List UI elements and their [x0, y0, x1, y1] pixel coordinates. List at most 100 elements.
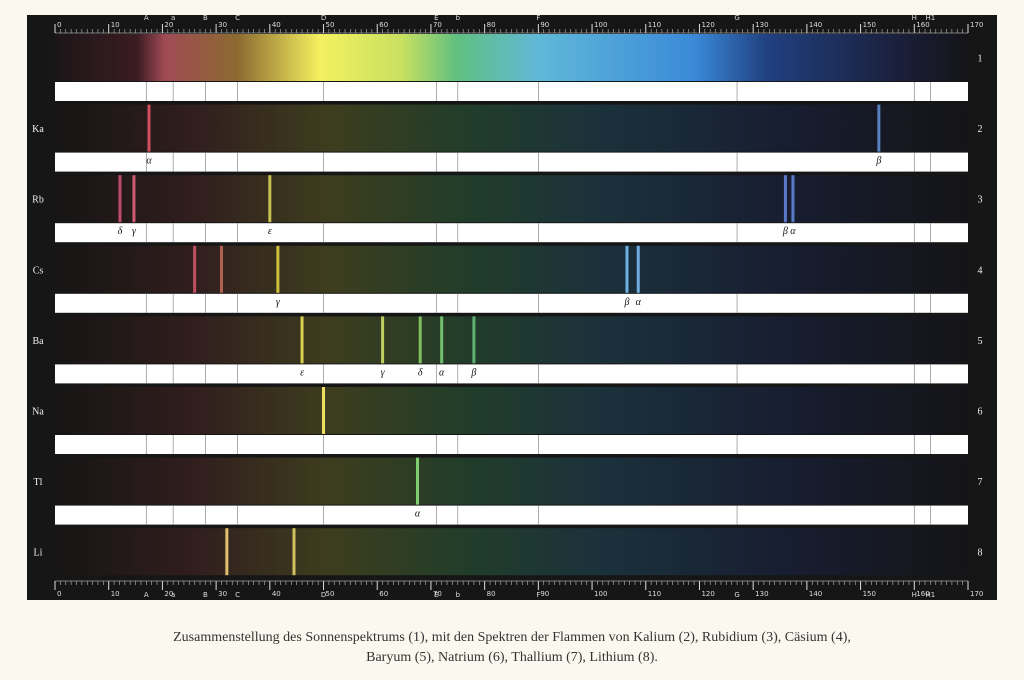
element-label: Na — [32, 407, 44, 418]
fraunhofer-label: H1 — [926, 591, 936, 599]
scale-band — [55, 505, 968, 525]
spectral-line — [783, 175, 787, 223]
row-number: 2 — [978, 124, 983, 135]
fraunhofer-label: C — [235, 14, 240, 22]
scale-band — [55, 223, 968, 243]
spectral-line — [219, 245, 223, 293]
spectral-line — [193, 245, 197, 293]
tick-label: 140 — [809, 590, 822, 598]
spectral-line — [118, 175, 122, 223]
tick-label: 130 — [755, 590, 768, 598]
tick-label: 50 — [326, 590, 335, 598]
spectral-line — [322, 387, 326, 434]
tick-label: 110 — [648, 21, 661, 29]
row-number: 3 — [978, 195, 983, 206]
tick-label: 170 — [970, 21, 983, 29]
tick-label: 160 — [916, 590, 929, 598]
fraunhofer-label: D — [321, 14, 326, 22]
spectrum — [55, 387, 968, 434]
tick-label: 100 — [594, 590, 607, 598]
spectral-line — [300, 316, 304, 364]
fraunhofer-label: b — [456, 14, 461, 22]
fraunhofer-label: G — [734, 14, 739, 22]
spectral-line — [268, 175, 272, 223]
fraunhofer-label: E — [434, 14, 438, 22]
spectral-line — [132, 175, 136, 223]
fraunhofer-label: H — [912, 14, 917, 22]
spectral-line — [472, 316, 476, 364]
spectral-line — [276, 245, 280, 293]
spectral-line — [381, 316, 385, 364]
spectrum — [55, 528, 968, 576]
spectral-line — [625, 245, 629, 293]
fraunhofer-label: H1 — [926, 14, 936, 22]
tick-label: 50 — [326, 21, 335, 29]
fraunhofer-label: a — [171, 591, 175, 599]
element-label: Rb — [32, 195, 44, 206]
fraunhofer-label: A — [144, 14, 149, 22]
fraunhofer-label: G — [734, 591, 739, 599]
spectral-line — [292, 528, 296, 576]
line-label: γ — [276, 297, 281, 308]
tick-label: 10 — [111, 590, 120, 598]
tick-label: 40 — [272, 21, 281, 29]
row-number: 5 — [978, 336, 983, 347]
tick-label: 20 — [164, 590, 173, 598]
fraunhofer-label: b — [456, 591, 461, 599]
tick-label: 160 — [916, 21, 929, 29]
tick-label: 90 — [540, 590, 549, 598]
tick-label: 10 — [111, 21, 120, 29]
element-label: Cs — [33, 265, 44, 276]
tick-label: 60 — [379, 590, 388, 598]
row-number: 4 — [978, 265, 983, 276]
tick-label: 130 — [755, 21, 768, 29]
spectral-line — [416, 457, 420, 505]
spectral-line — [225, 528, 229, 576]
line-label: α — [146, 156, 152, 167]
spectrum — [55, 316, 968, 364]
tick-label: 150 — [863, 21, 876, 29]
tick-label: 70 — [433, 21, 442, 29]
spectral-line — [791, 175, 795, 223]
spectrum — [55, 457, 968, 505]
line-label: δ — [118, 226, 123, 237]
line-label: β — [290, 579, 296, 590]
spectrum — [55, 34, 968, 81]
line-label: β — [623, 297, 629, 308]
spectral-line — [440, 316, 444, 364]
row-number: 8 — [978, 548, 983, 559]
fraunhofer-label: D — [321, 591, 326, 599]
fraunhofer-label: F — [536, 591, 540, 599]
caption: Zusammenstellung des Sonnenspektrums (1)… — [173, 630, 851, 645]
scale-band — [55, 82, 968, 101]
element-label: Tl — [34, 477, 43, 488]
line-label: α — [439, 367, 445, 378]
tick-label: 120 — [701, 21, 714, 29]
scale-band — [55, 435, 968, 454]
spectral-line — [147, 104, 151, 152]
line-label: γ — [381, 367, 386, 378]
tick-label: 0 — [57, 590, 61, 598]
line-label: δ — [418, 367, 423, 378]
spectrum — [55, 245, 968, 293]
spectrum — [55, 104, 968, 152]
tick-label: 110 — [648, 590, 661, 598]
tick-label: 60 — [379, 21, 388, 29]
line-label: β — [470, 367, 476, 378]
fraunhofer-label: A — [144, 591, 149, 599]
tick-label: 150 — [863, 590, 876, 598]
fraunhofer-label: B — [203, 14, 208, 22]
element-label: Li — [34, 548, 43, 559]
tick-label: 0 — [57, 21, 61, 29]
row-number: 6 — [978, 407, 983, 418]
tick-label: 120 — [701, 590, 714, 598]
line-label: ε — [300, 367, 304, 378]
fraunhofer-label: C — [235, 591, 240, 599]
fraunhofer-label: B — [203, 591, 208, 599]
spectrum — [55, 175, 968, 223]
tick-label: 40 — [272, 590, 281, 598]
tick-label: 100 — [594, 21, 607, 29]
line-label: α — [224, 579, 230, 590]
spectral-line — [418, 316, 422, 364]
tick-label: 90 — [540, 21, 549, 29]
